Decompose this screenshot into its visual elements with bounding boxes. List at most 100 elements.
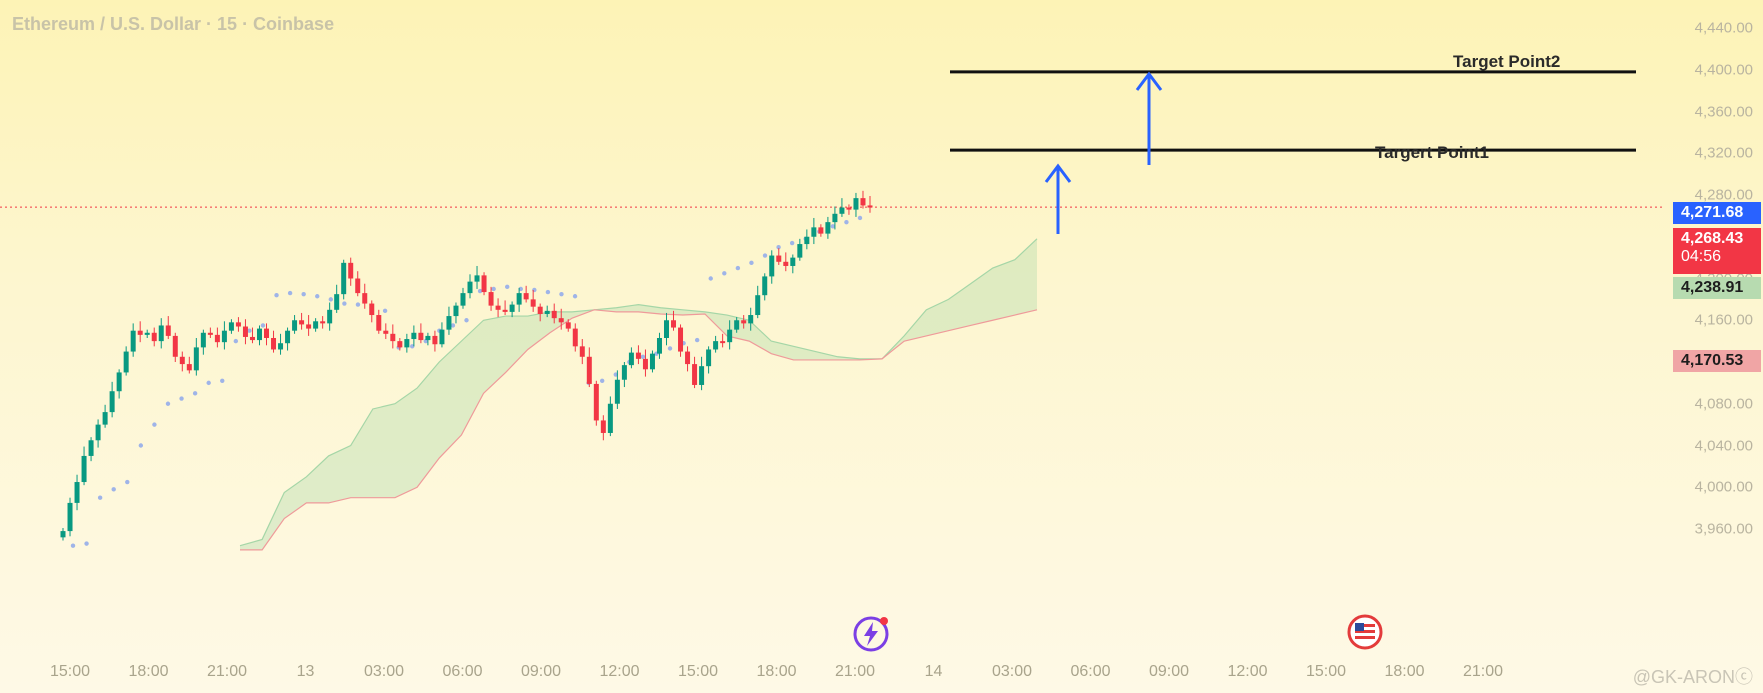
candle [607, 403, 613, 433]
candle [383, 330, 389, 334]
sar-dot [152, 422, 157, 427]
candle [446, 316, 452, 330]
sar-dot [776, 244, 781, 250]
candle [783, 261, 789, 266]
candle [544, 310, 550, 314]
candle [292, 320, 298, 331]
candle [116, 372, 122, 392]
sar-dot [84, 541, 89, 546]
us-flag-icon[interactable] [1347, 614, 1383, 650]
candle [741, 320, 747, 324]
sar-dot [722, 271, 727, 276]
x-tick-label: 14 [924, 663, 943, 680]
sar-dot [464, 318, 469, 323]
candle [586, 356, 592, 384]
parabolic-sar [70, 215, 863, 548]
candle [614, 379, 620, 404]
candle [818, 227, 824, 234]
candle [60, 531, 66, 538]
up-arrow-icon[interactable] [1135, 71, 1163, 165]
candle [172, 335, 178, 357]
candle [151, 332, 157, 342]
candle [467, 281, 473, 294]
sar-dot [545, 289, 551, 295]
sar-dot [287, 290, 293, 296]
sar-dot [613, 372, 618, 377]
sar-dot [274, 293, 279, 298]
candle [706, 349, 712, 367]
candle [404, 339, 410, 348]
candle [811, 227, 817, 237]
candle [327, 309, 333, 324]
x-tick-label: 03:00 [363, 663, 405, 680]
x-tick-label: 13 [296, 663, 315, 680]
sar-dot [491, 286, 496, 292]
sar-dot [382, 308, 388, 314]
x-tick-label: 06:00 [442, 663, 483, 680]
x-tick-label: 03:00 [991, 663, 1033, 680]
lightning-event-icon[interactable] [851, 614, 891, 654]
candle [832, 213, 838, 223]
candle [776, 255, 782, 262]
candle [137, 330, 143, 335]
sar-dot [505, 284, 510, 290]
sar-dot [206, 380, 211, 386]
x-tick-label: 21:00 [1462, 663, 1504, 680]
candle [249, 336, 255, 341]
candle [678, 327, 684, 352]
sar-dot [138, 443, 144, 448]
candle [214, 334, 220, 343]
candle [397, 341, 403, 348]
candle [481, 275, 487, 293]
sar-dot [355, 302, 361, 307]
x-tick-label: 12:00 [1227, 663, 1268, 680]
candle [313, 321, 319, 329]
y-tick-label: 4,440.00 [1694, 19, 1753, 37]
sar-dot [572, 294, 578, 299]
candle [769, 255, 775, 277]
candle [81, 455, 87, 483]
candle [671, 320, 677, 328]
candle [186, 364, 192, 371]
candle [860, 198, 866, 206]
x-tick-label: 06:00 [1070, 663, 1111, 680]
candle [558, 318, 564, 323]
candle [537, 306, 543, 314]
candle [411, 332, 417, 340]
candle [523, 293, 529, 300]
up-arrow-icon[interactable] [1044, 163, 1072, 234]
candle [193, 347, 199, 371]
candle [565, 322, 571, 329]
candle [228, 322, 234, 331]
sar-dot [640, 354, 646, 359]
candle [418, 332, 424, 341]
sar-dot [70, 543, 76, 548]
candle [165, 325, 171, 336]
span-b-line [240, 309, 1038, 551]
sar-dot [111, 487, 116, 492]
price-tag-current: 4,268.43 04:56 [1673, 228, 1761, 274]
y-tick-label: 4,080.00 [1694, 395, 1753, 413]
sar-dot [667, 346, 673, 351]
sar-dot [762, 253, 768, 258]
y-tick-label: 4,000.00 [1694, 478, 1753, 496]
candle [502, 309, 508, 312]
sar-dot [477, 288, 483, 294]
candles [60, 190, 873, 541]
sar-dot [830, 224, 836, 229]
sar-dot [857, 215, 863, 221]
y-tick-label: 4,040.00 [1694, 437, 1753, 454]
candle [334, 294, 340, 310]
candle [271, 337, 277, 350]
candle [256, 328, 262, 341]
x-tick-label: 18:00 [756, 663, 797, 680]
y-tick-label: 4,160.00 [1694, 311, 1753, 329]
sar-dot [192, 391, 198, 396]
candle [825, 222, 831, 234]
candle [790, 257, 796, 266]
candle [839, 207, 845, 214]
sar-dot [220, 378, 225, 383]
sar-dot [315, 294, 320, 299]
